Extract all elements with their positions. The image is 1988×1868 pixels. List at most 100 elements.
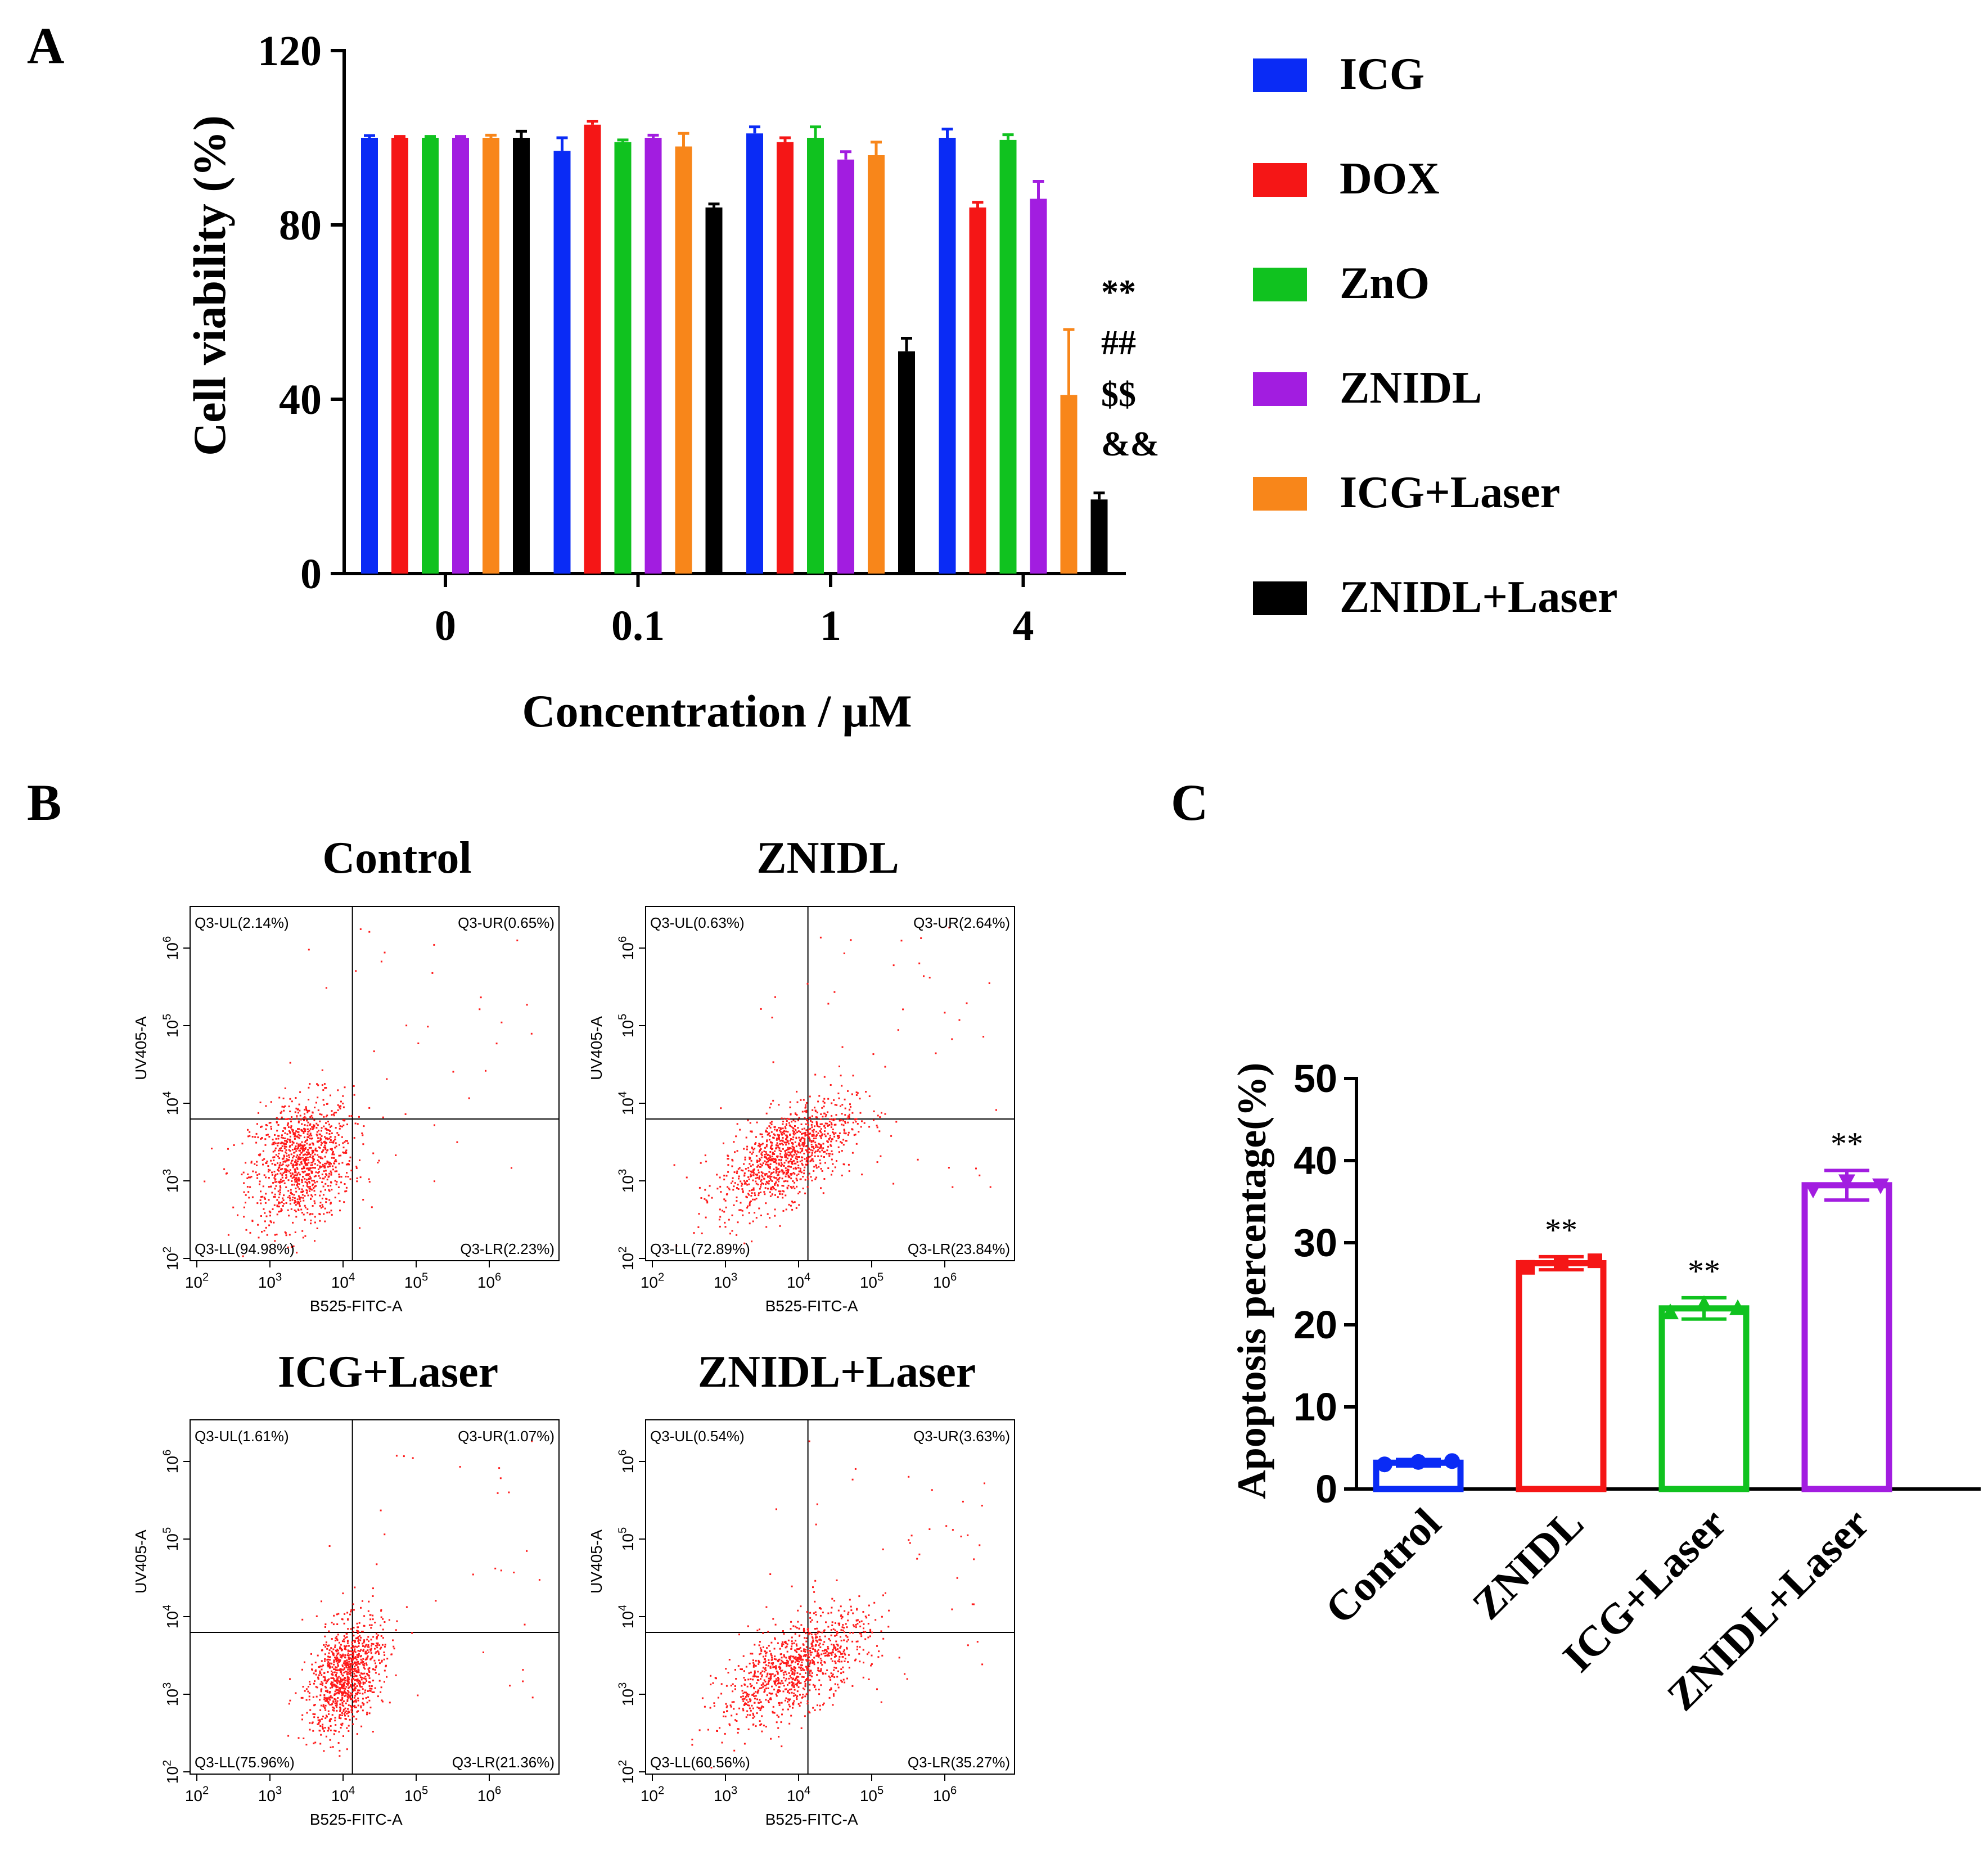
flow-y-tick-label: 103	[616, 1169, 637, 1193]
flow-x-tick-label: 102	[641, 1784, 664, 1804]
a-y-tick-label: 80	[279, 202, 322, 249]
a-significance-mark: $$	[1101, 376, 1136, 414]
quadrant-label-lr: Q3-LR(21.36%)	[452, 1754, 555, 1771]
quadrant-label-ul: Q3-UL(0.54%)	[650, 1428, 745, 1445]
a-bar-icg-laser-0	[483, 138, 499, 574]
flow-x-tick-label: 102	[185, 1271, 209, 1291]
flow-x-tick-label: 103	[258, 1784, 282, 1804]
c-data-point	[1377, 1456, 1392, 1473]
flow-x-tick-label: 105	[404, 1271, 428, 1291]
a-bar-icg-0.1	[553, 151, 571, 574]
c-data-point	[1872, 1178, 1889, 1194]
legend-label-znidl-laser: ZNIDL+Laser	[1340, 572, 1618, 622]
legend-label-icg-laser: ICG+Laser	[1340, 468, 1560, 517]
quadrant-label-ll: Q3-LL(60.56%)	[650, 1754, 750, 1771]
flow-x-tick-label: 102	[185, 1784, 209, 1804]
c-y-tick-label: 30	[1293, 1221, 1337, 1265]
a-bar-zno-0.1	[614, 142, 632, 574]
legend-swatch-znidl	[1253, 372, 1307, 406]
a-bar-zno-0	[422, 138, 439, 574]
flow-y-tick-label: 102	[161, 1760, 181, 1784]
a-bar-znidl-1	[837, 159, 854, 574]
legend-label-icg: ICG	[1340, 49, 1424, 99]
flow-y-tick-label: 105	[616, 1014, 637, 1037]
flow-x-tick-label: 104	[331, 1784, 355, 1804]
flow-x-tick-label: 102	[641, 1271, 664, 1291]
flow-scatter-dots	[673, 927, 997, 1247]
c-bar-znidl-laser	[1801, 1182, 1892, 1492]
legend-label-zno: ZnO	[1340, 259, 1430, 308]
a-bar-icg-laser-1	[868, 155, 885, 574]
flow-panel-znidl: ZNIDL Q3-UL(0.63%) Q3-UR(2.64%) Q3-LL(72.89…	[588, 833, 1015, 1315]
c-data-point	[1588, 1253, 1602, 1269]
panel-b-flow-cytometry: Control Q3-UL(2.14%) Q3-UR(0.65%) Q3-LL(94.…	[132, 833, 1015, 1828]
flow-x-tick-label: 105	[404, 1784, 428, 1804]
a-bar-icg-4	[939, 138, 956, 574]
quadrant-label-lr: Q3-LR(2.23%)	[460, 1240, 555, 1257]
flow-y-axis-label: UV405-A	[132, 1016, 150, 1080]
flow-y-tick-label: 102	[616, 1247, 637, 1270]
panel-a-viability-chart: 0 40 80 120 0 0.1 1 4 ** ## $$ && Cell viability (%)…	[184, 28, 1159, 737]
flow-y-tick-label: 106	[161, 1450, 181, 1473]
c-data-point	[1729, 1299, 1746, 1315]
a-significance-mark: &&	[1101, 425, 1159, 463]
a-y-tick-label: 120	[258, 28, 322, 75]
flow-plot-frame	[645, 1419, 1015, 1775]
a-bar-dox-4	[969, 207, 986, 574]
c-data-point	[1805, 1183, 1822, 1199]
quadrant-label-ul: Q3-UL(1.61%)	[195, 1428, 289, 1445]
legend-swatch-zno	[1253, 268, 1307, 301]
flow-y-tick-label: 106	[161, 936, 181, 960]
flow-y-tick-label: 102	[616, 1760, 637, 1784]
quadrant-label-ll: Q3-LL(72.89%)	[650, 1240, 750, 1257]
quadrant-label-lr: Q3-LR(35.27%)	[908, 1754, 1010, 1771]
a-bar-zno-1	[807, 138, 824, 574]
flow-y-tick-label: 102	[161, 1247, 181, 1270]
a-bar-znidl-0	[452, 138, 469, 574]
a-bar-icg-0	[361, 138, 378, 574]
a-y-tick-label: 40	[279, 376, 322, 423]
flow-panel-title: ICG+Laser	[278, 1347, 498, 1397]
c-y-tick-label: 0	[1315, 1467, 1337, 1511]
quadrant-label-ll: Q3-LL(94.98%)	[195, 1240, 295, 1257]
flow-y-tick-label: 105	[161, 1014, 181, 1037]
flow-plot-frame	[190, 1419, 560, 1775]
panel-label-a: A	[27, 17, 64, 74]
flow-plot-frame	[645, 906, 1015, 1261]
flow-x-tick-label: 105	[860, 1784, 883, 1804]
a-bar-znidl-0.1	[644, 138, 662, 574]
c-data-point	[1662, 1303, 1679, 1320]
a-x-tick-label: 4	[1013, 602, 1034, 649]
flow-y-tick-label: 103	[161, 1682, 181, 1706]
quadrant-label-ur: Q3-UR(0.65%)	[458, 914, 555, 931]
a-bar-znidl-laser-4	[1090, 499, 1108, 574]
a-bar-zno-4	[999, 139, 1017, 574]
flow-y-tick-label: 104	[616, 1091, 637, 1115]
a-bar-dox-0.1	[584, 124, 601, 574]
flow-y-tick-label: 104	[161, 1091, 181, 1115]
c-y-tick-label: 10	[1293, 1385, 1337, 1429]
c-y-tick-label: 50	[1293, 1057, 1337, 1100]
a-bar-znidl-laser-1	[898, 351, 915, 574]
flow-x-axis-label: B525-FITC-A	[765, 1811, 858, 1828]
c-y-tick-label: 40	[1293, 1139, 1337, 1183]
flow-y-tick-label: 103	[616, 1682, 637, 1706]
flow-y-axis-label: UV405-A	[588, 1529, 605, 1594]
flow-y-tick-label: 106	[616, 1450, 637, 1473]
c-significance-mark: **	[1688, 1253, 1720, 1289]
a-bar-icg-laser-4	[1060, 395, 1078, 574]
flow-y-tick-label: 105	[616, 1527, 637, 1551]
flow-scatter-dots	[691, 1440, 985, 1768]
flow-x-tick-label: 106	[477, 1784, 501, 1804]
a-significance-mark: ##	[1101, 324, 1136, 362]
a-significance-mark: **	[1101, 273, 1136, 312]
panel-a-legend: ICG DOX ZnO ZNIDL ICG+Laser ZNIDL+Laser	[1253, 49, 1618, 622]
c-y-axis-label: Apoptosis percentage(%)	[1229, 1063, 1274, 1500]
panel-label-b: B	[27, 774, 61, 831]
a-y-axis-label: Cell viability (%)	[184, 115, 235, 456]
c-significance-mark: **	[1831, 1126, 1863, 1162]
c-data-point	[1410, 1454, 1426, 1470]
a-bar-icg-laser-0.1	[675, 146, 692, 574]
quadrant-label-ul: Q3-UL(2.14%)	[195, 914, 289, 931]
flow-panel-title: Control	[322, 833, 471, 883]
